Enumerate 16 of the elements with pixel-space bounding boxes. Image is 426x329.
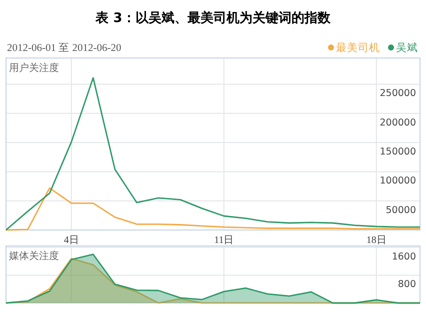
y-tick-label: 800 xyxy=(398,279,416,290)
legend-label: 最美司机 xyxy=(336,41,380,54)
y-tick-label: 1600 xyxy=(392,251,416,262)
y-axis-title: 用户关注度 xyxy=(9,62,59,74)
x-tick-label: 18日 xyxy=(366,235,386,246)
chart-subtitle: 2012-06-01 至 2012-06-20 xyxy=(7,42,122,54)
y-tick-label: 150000 xyxy=(380,146,416,158)
y-tick-label: 50000 xyxy=(386,204,416,216)
y-axis-title: 媒体关注度 xyxy=(9,250,59,262)
y-tick-label: 250000 xyxy=(380,88,416,100)
legend-label: 吴斌 xyxy=(396,41,418,54)
chart-title: 表 3：以吴斌、最美司机为关键词的指数 xyxy=(94,10,332,26)
x-tick-label: 4日 xyxy=(64,235,79,246)
y-tick-label: 200000 xyxy=(380,117,416,128)
x-tick-label: 11日 xyxy=(214,235,234,246)
y-tick-label: 100000 xyxy=(380,176,416,187)
